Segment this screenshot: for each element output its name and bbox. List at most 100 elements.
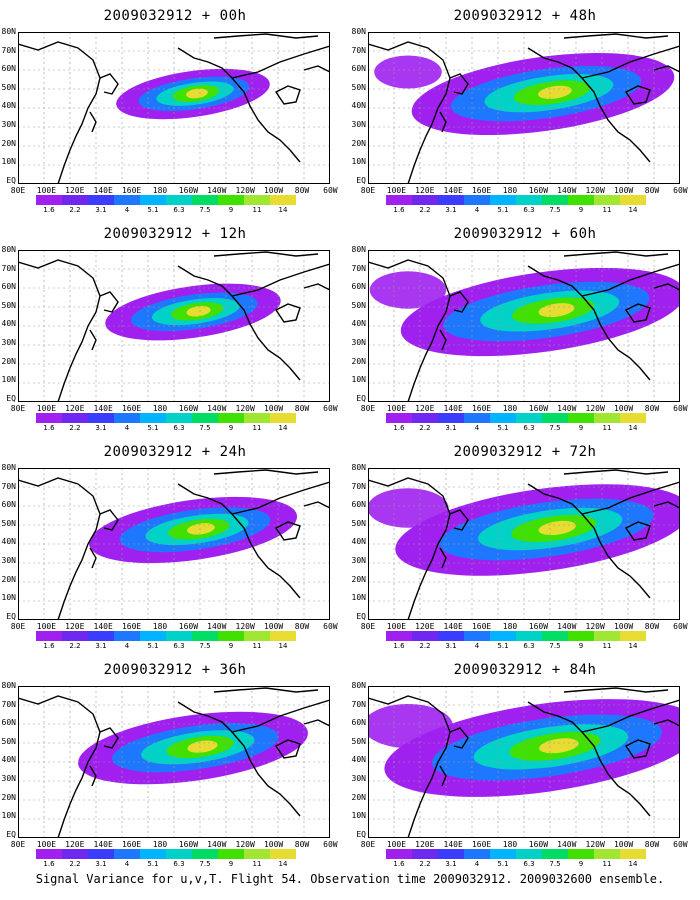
colorbar-swatch: [218, 195, 244, 205]
lat-label: EQ: [356, 175, 366, 185]
coastline: [449, 291, 469, 313]
lon-label: 180: [502, 622, 518, 631]
colorbar-swatch: [386, 631, 412, 641]
colorbar-swatch: [166, 195, 192, 205]
colorbar-label: 14: [278, 860, 288, 868]
lon-label: 120W: [235, 622, 255, 631]
colorbar-swatch: [88, 631, 114, 641]
coastline: [18, 477, 101, 620]
colorbar-swatch: [270, 631, 296, 641]
colorbar: 1.6 2.2 3.1 4 5.1 6.3 7.5 9 11 14: [386, 631, 646, 650]
lat-label: 10N: [1, 811, 16, 821]
colorbar-swatch: [270, 413, 296, 423]
lon-label: 160E: [471, 622, 492, 631]
lon-label: 100W: [613, 840, 634, 849]
coastline: [449, 727, 469, 749]
panel-title: 2009032912 + 84h: [453, 662, 597, 678]
lat-label: 10N: [351, 375, 366, 385]
lat-label: 20N: [351, 792, 366, 802]
lon-label: 100W: [263, 840, 284, 849]
coastline: [527, 483, 651, 599]
colorbar-swatch: [464, 413, 490, 423]
lon-label: 80W: [644, 622, 660, 631]
map-panel: 2009032912 + 36h 80N 70N 60N 50N 40N 30N 20N 10N…: [0, 654, 350, 874]
coastline: [624, 739, 651, 759]
lat-label: 40N: [1, 755, 16, 765]
lon-label: 80W: [644, 840, 660, 849]
colorbar-swatch: [594, 849, 620, 859]
colorbar: 1.6 2.2 3.1 4 5.1 6.3 7.5 9 11 14: [386, 195, 646, 214]
lat-label: 50N: [351, 518, 366, 528]
lon-label: 120W: [585, 622, 605, 631]
lon-label: 160W: [528, 186, 549, 195]
lon-label: 80W: [644, 404, 660, 413]
lat-label: EQ: [356, 829, 366, 839]
colorbar-swatch: [542, 195, 568, 205]
lon-label: 140E: [93, 404, 113, 413]
lon-label: 100E: [386, 404, 407, 413]
lon-label: 100W: [263, 622, 284, 631]
colorbar-swatch: [386, 413, 412, 423]
lon-label: 140E: [443, 840, 463, 849]
coastline: [274, 303, 301, 323]
lon-label: 100E: [36, 404, 57, 413]
variance-contour: [538, 520, 576, 536]
lon-label: 100E: [36, 622, 57, 631]
lon-label: 80W: [294, 622, 310, 631]
colorbar-label: 7.5: [199, 424, 211, 432]
lon-label: 60W: [673, 840, 688, 849]
lat-label: 60N: [1, 64, 16, 74]
coastline: [177, 265, 301, 381]
colorbar-swatch: [490, 631, 516, 641]
lon-label: 120E: [415, 840, 435, 849]
lon-label: 140E: [443, 186, 463, 195]
variance-contour: [539, 738, 579, 754]
map-frame: [368, 250, 680, 402]
colorbar-swatch: [620, 413, 646, 423]
colorbar-label: 9: [578, 642, 584, 650]
lat-label: 20N: [351, 574, 366, 584]
lat-label: 60N: [351, 500, 366, 510]
colorbar-swatch: [218, 413, 244, 423]
lon-label: 140E: [93, 622, 113, 631]
lat-label: 20N: [1, 138, 16, 148]
colorbar-label: 4: [474, 206, 480, 214]
lat-label: 20N: [351, 138, 366, 148]
colorbar-label: 9: [228, 424, 234, 432]
lat-label: 30N: [351, 774, 366, 783]
lon-label: 120E: [415, 622, 435, 631]
colorbar-label: 11: [602, 642, 612, 650]
lat-label: 40N: [351, 319, 366, 329]
colorbar-label: 4: [474, 860, 480, 868]
colorbar-label: 2.2: [69, 206, 81, 214]
lon-label: 140E: [93, 840, 113, 849]
lon-label: 180: [502, 186, 518, 195]
lon-label: 60W: [673, 404, 688, 413]
coastline: [231, 45, 330, 79]
colorbar-label: 7.5: [199, 206, 211, 214]
colorbar-label: 9: [578, 424, 584, 432]
coastline: [274, 739, 301, 759]
coastline: [368, 259, 451, 402]
lon-label: 160E: [471, 840, 492, 849]
lat-label: 50N: [351, 736, 366, 746]
lat-label: 50N: [1, 518, 16, 528]
lon-label: 180: [502, 840, 518, 849]
coastline: [99, 727, 119, 749]
lon-label: 80E: [360, 840, 376, 849]
colorbar-label: 11: [602, 860, 612, 868]
colorbar-label: 1.6: [393, 206, 405, 214]
lon-label: 160E: [471, 186, 492, 195]
coastline: [303, 719, 330, 727]
lat-label: 60N: [351, 718, 366, 728]
colorbar-swatch: [620, 631, 646, 641]
colorbar-label: 4: [474, 642, 480, 650]
coastline: [563, 687, 669, 693]
colorbar: 1.6 2.2 3.1 4 5.1 6.3 7.5 9 11 14: [36, 631, 296, 650]
colorbar-swatch: [270, 849, 296, 859]
colorbar-label: 7.5: [199, 860, 211, 868]
lat-label: 60N: [1, 500, 16, 510]
colorbar-label: 6.3: [173, 860, 185, 868]
variance-contour: [368, 488, 449, 528]
lon-label: 80E: [10, 186, 26, 195]
